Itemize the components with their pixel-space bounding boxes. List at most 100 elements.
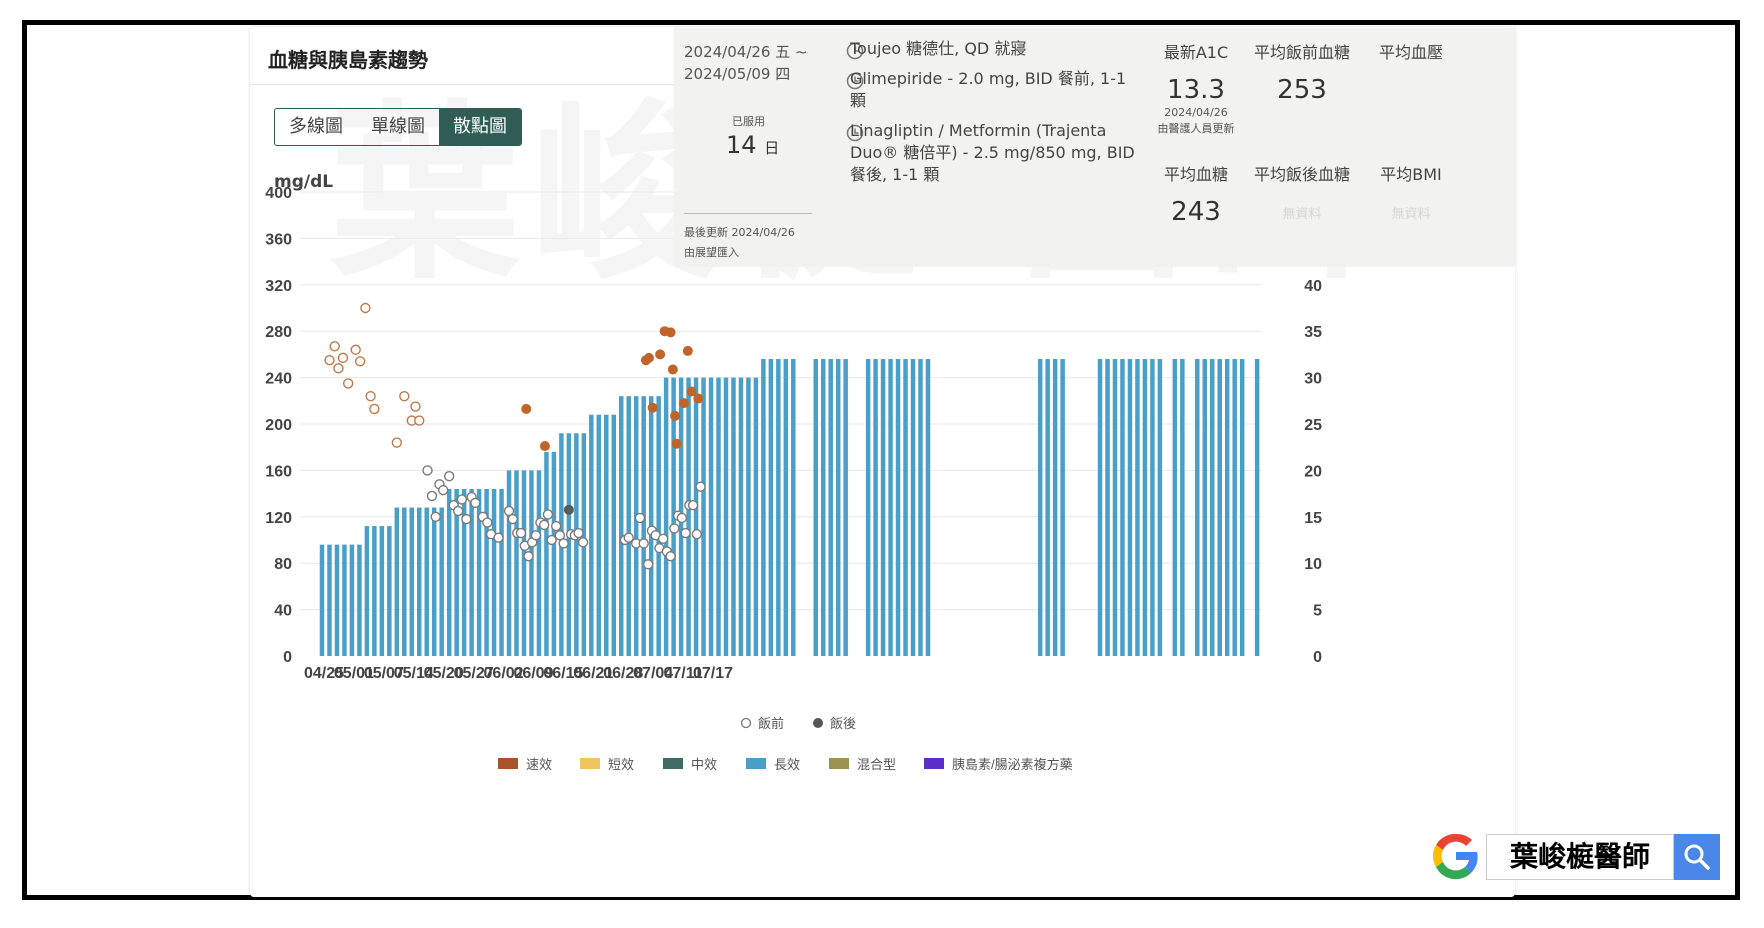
insulin-bar (379, 526, 385, 656)
insulin-bar (873, 359, 878, 656)
x-tick-label: 07/11 (664, 665, 703, 682)
legend-insulin-swatch (498, 758, 518, 769)
post-meal-point (643, 352, 654, 363)
x-tick-label: 05/14 (394, 665, 434, 682)
insulin-bar (1037, 359, 1043, 656)
x-tick-label: 06/02 (484, 665, 524, 682)
bmi-avg-label: 平均BMI (1380, 165, 1442, 184)
tab-single-line[interactable]: 單線圖 (371, 116, 425, 137)
insulin-bar (484, 488, 489, 656)
used-days-unit: 日 (764, 139, 780, 157)
insulin-bar (910, 359, 916, 656)
pre-meal-point (410, 401, 421, 412)
insulin-bar (828, 359, 833, 656)
pre-meal-point (452, 505, 464, 517)
pre-meal-point (369, 403, 380, 415)
pre-meal-point (333, 363, 344, 374)
pre-meal-point (399, 390, 410, 402)
insulin-bar (716, 377, 721, 656)
post-meal-point (679, 398, 690, 409)
x-tick-label: 06/28 (603, 665, 643, 682)
insulin-bar (1239, 359, 1245, 656)
pre-meal-point (482, 517, 493, 528)
insulin-bar (349, 544, 355, 656)
insulin-bar (544, 451, 549, 656)
pre-meal-point (414, 415, 425, 426)
post-meal-point (693, 393, 704, 404)
insulin-bar (791, 359, 796, 656)
search-field[interactable]: 葉峻榳醫師 (1486, 834, 1674, 880)
search-button[interactable] (1674, 834, 1720, 880)
pre-meal-point (638, 538, 649, 549)
info-panel: 2024/04/26 五 ~ 2024/05/09 四 已服用 14 日 最後更… (674, 27, 1516, 267)
insulin-bar (357, 544, 362, 656)
x-tick-label: 05/27 (454, 665, 494, 682)
insulin-bar (551, 451, 557, 656)
insulin-bar (589, 414, 594, 656)
insulin-bar (431, 507, 437, 656)
insulin-bar (387, 526, 392, 656)
pre-meal-point (426, 490, 438, 502)
pre-meal-point (680, 527, 691, 539)
insulin-bar (461, 488, 467, 656)
x-tick-label: 06/09 (513, 665, 553, 682)
legend-pre-meal-marker (740, 717, 752, 729)
x-tick-label: 06/21 (573, 665, 613, 682)
insulin-bar (1232, 359, 1237, 656)
legend-insulin-swatch (746, 758, 766, 769)
post-meal-point (563, 504, 574, 515)
insulin-bar (903, 359, 908, 656)
y-axis-right: 051015202530354045 (1304, 231, 1322, 666)
insulin-bar (424, 507, 429, 656)
date-range-end: 2024/05/09 四 (684, 65, 791, 83)
insulin-bar (469, 488, 474, 656)
data-source: 由展望匯入 (684, 246, 739, 259)
post-meal-point (521, 403, 532, 414)
y-tick-label: 40 (274, 603, 292, 620)
pre-meal-point (665, 551, 676, 562)
pre-meal-point (530, 530, 542, 541)
pre-meal-points (324, 302, 706, 570)
tab-scatter[interactable]: 散點圖 (439, 109, 521, 145)
avg-glucose-value: 243 (1171, 197, 1221, 227)
title-divider (250, 84, 674, 85)
pre-meal-point (538, 519, 550, 531)
post-meal-avg-value: 無資料 (1282, 207, 1322, 222)
insulin-bar (783, 359, 789, 656)
x-axis-ticks: 04/2505/0105/0705/1405/2005/2706/0206/09… (304, 665, 733, 682)
insulin-bar (364, 526, 370, 656)
used-days: 14 日 (726, 131, 779, 159)
pre-meal-point (623, 532, 634, 543)
pre-meal-point (350, 344, 361, 355)
insulin-bar (1172, 359, 1178, 656)
insulin-bar (1127, 359, 1133, 656)
post-meal-point (671, 438, 682, 449)
x-tick-label: 05/01 (334, 665, 374, 682)
y2-tick-label: 0 (1313, 649, 1322, 666)
clock-icon (846, 42, 864, 60)
pre-meal-point (523, 551, 534, 562)
pre-meal-point (430, 511, 441, 522)
tab-multi-line[interactable]: 多線圖 (289, 116, 343, 137)
insulin-bar (656, 396, 661, 656)
post-meal-points (521, 326, 704, 515)
insulin-bar (731, 377, 736, 656)
insulin-bar (1060, 359, 1065, 656)
pre-meal-point (687, 500, 699, 511)
google-logo-icon (1433, 833, 1478, 880)
insulin-bar (439, 507, 444, 656)
pre-meal-point (634, 512, 646, 524)
y-axis-left: 0 40 80 120 160 200 240 280 320 360 400 (265, 185, 292, 666)
pre-meal-point (360, 302, 371, 314)
insulin-bar (342, 544, 347, 656)
insulin-bar (1112, 359, 1118, 656)
pre-meal-point (577, 537, 589, 548)
x-tick-label: 05/07 (364, 665, 404, 682)
insulin-bar (476, 488, 482, 656)
medication-2-line-2: 顆 (850, 91, 867, 110)
y-tick-label: 160 (265, 463, 292, 480)
insulin-bar (491, 488, 497, 656)
legend-insulin-swatch (663, 758, 683, 769)
search-icon (1684, 844, 1710, 870)
insulin-bar (372, 526, 377, 656)
